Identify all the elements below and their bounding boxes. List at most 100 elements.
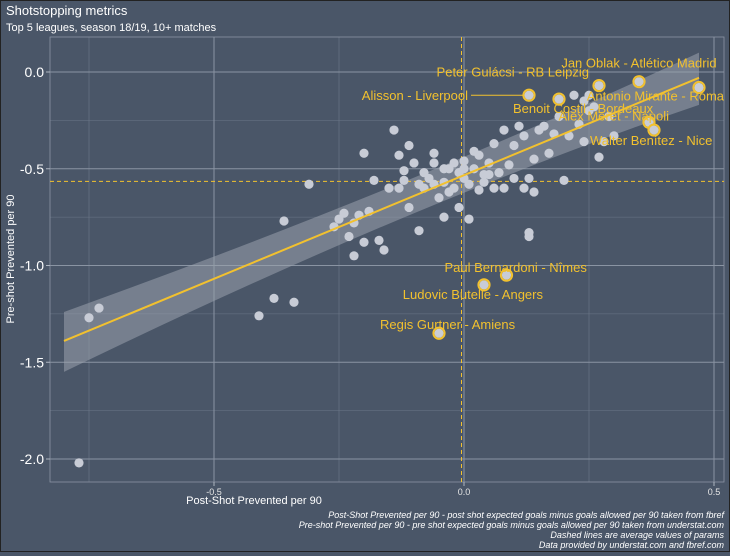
data-point — [429, 148, 439, 158]
data-point — [474, 150, 484, 160]
data-point — [589, 102, 599, 112]
data-point — [454, 202, 464, 213]
data-point — [384, 183, 394, 193]
data-points — [74, 90, 619, 468]
data-point — [544, 148, 554, 158]
data-point — [494, 168, 504, 178]
data-point — [539, 121, 549, 131]
data-point — [499, 183, 509, 193]
y-axis-label: Pre-shot Prevented per 90 — [5, 194, 17, 323]
data-point — [289, 297, 299, 307]
data-point — [519, 183, 529, 193]
data-point — [489, 138, 499, 149]
caption-line-3: Dashed lines are average values of param… — [550, 530, 724, 540]
data-point — [524, 173, 534, 184]
data-point — [84, 313, 94, 323]
data-point — [524, 231, 534, 242]
highlighted-point — [694, 82, 704, 93]
data-point — [359, 237, 369, 247]
data-point — [439, 164, 449, 174]
highlight-ring — [552, 92, 566, 106]
data-point — [529, 154, 539, 164]
data-point — [254, 311, 264, 321]
highlighted-point — [649, 125, 659, 135]
data-point — [374, 235, 384, 245]
data-point — [404, 140, 414, 151]
highlighted-point — [634, 77, 644, 87]
highlight-ring — [592, 78, 606, 93]
data-point — [509, 140, 519, 151]
data-point — [414, 226, 424, 236]
x-tick-label: 0.0 — [458, 487, 471, 497]
data-point — [394, 183, 404, 193]
axis-ticks: 0.0 -0.5 -1.0 -1.5 -2.0 -0.5 0.0 0.5 — [20, 64, 720, 497]
plot-border — [49, 36, 725, 483]
data-point — [389, 125, 399, 135]
player-label: Alisson - Liverpool — [362, 88, 468, 103]
regression-group — [63, 76, 700, 342]
chart-subtitle: Top 5 leagues, season 18/19, 10+ matches — [6, 22, 217, 34]
mean-lines — [50, 37, 724, 482]
highlight-ring — [647, 123, 661, 137]
data-point — [399, 175, 409, 185]
player-label: Alex Meret - Napoli — [558, 108, 669, 123]
data-point — [594, 152, 604, 162]
data-point — [269, 293, 279, 303]
data-point — [529, 187, 539, 197]
data-point — [599, 137, 609, 147]
x-tick-label: -0.5 — [206, 487, 222, 497]
player-label: Walter Benítez - Nice — [590, 133, 712, 148]
data-point — [434, 193, 444, 203]
x-tick-label: 0.5 — [708, 487, 721, 497]
y-tick-label: 0.0 — [25, 64, 45, 80]
data-point — [579, 137, 589, 147]
highlighted-point — [434, 328, 444, 338]
data-point — [399, 166, 409, 176]
data-point — [449, 158, 459, 168]
player-label: Antonio Mirante - Roma — [587, 88, 725, 103]
data-point — [519, 131, 529, 141]
data-point — [489, 183, 499, 193]
data-point — [344, 231, 354, 242]
regression-line — [63, 76, 700, 342]
caption-line-2: Pre-shot Prevented per 90 - pre shot exp… — [299, 520, 725, 530]
highlight-ring — [522, 88, 536, 102]
y-tick-label: -2.0 — [20, 451, 44, 467]
highlighted-point — [479, 280, 489, 290]
player-label: Regis Gurtner - Amiens — [380, 317, 516, 332]
highlight-ring — [477, 278, 491, 292]
data-point — [74, 458, 84, 468]
data-point — [509, 173, 519, 184]
player-label: Paul Bernardoni - Nîmes — [445, 260, 588, 275]
data-point — [464, 179, 474, 189]
highlight-ring — [432, 326, 446, 340]
data-point — [94, 303, 104, 313]
data-point — [439, 212, 449, 222]
data-point — [484, 169, 494, 180]
player-label: Benoit Costil - Bordeaux — [513, 101, 654, 116]
data-point — [429, 158, 439, 168]
player-label: Peter Gulácsi - RB Leipzig — [437, 65, 589, 80]
data-point — [304, 179, 314, 189]
data-point — [514, 121, 524, 131]
x-axis-label: Post-Shot Prevented per 90 — [186, 495, 322, 507]
caption-line-4: Data provided by understat.com and fbref… — [539, 540, 725, 550]
data-point — [474, 185, 484, 195]
data-point — [379, 245, 389, 255]
data-point — [569, 90, 579, 100]
y-tick-label: -1.5 — [20, 354, 44, 370]
data-point — [279, 216, 289, 226]
y-tick-label: -1.0 — [20, 258, 44, 274]
y-tick-label: -0.5 — [20, 161, 44, 177]
data-point — [394, 150, 404, 160]
data-point — [339, 208, 349, 218]
highlighted-point — [554, 94, 564, 104]
player-label: Jan Oblak - Atlético Madrid — [561, 56, 716, 71]
data-point — [404, 202, 414, 213]
player-label: Ludovic Butelle - Angers — [403, 287, 544, 302]
data-point — [559, 175, 569, 185]
highlighted-point — [594, 80, 604, 91]
